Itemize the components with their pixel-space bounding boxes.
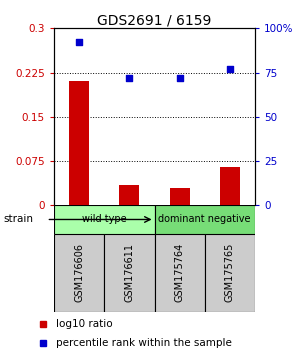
Point xyxy=(127,75,132,81)
Text: log10 ratio: log10 ratio xyxy=(56,319,113,329)
Bar xyxy=(54,234,104,312)
Bar xyxy=(220,167,240,205)
Text: GSM176606: GSM176606 xyxy=(74,243,84,302)
Bar xyxy=(169,188,190,205)
Point xyxy=(177,75,182,81)
Text: GSM175765: GSM175765 xyxy=(225,243,235,302)
Bar xyxy=(154,234,205,312)
Bar xyxy=(205,234,255,312)
Text: dominant negative: dominant negative xyxy=(158,215,251,224)
Title: GDS2691 / 6159: GDS2691 / 6159 xyxy=(97,13,212,27)
Point xyxy=(227,66,232,72)
Text: wild type: wild type xyxy=(82,215,127,224)
Text: strain: strain xyxy=(3,215,33,224)
Text: GSM175764: GSM175764 xyxy=(175,243,184,302)
Text: GSM176611: GSM176611 xyxy=(124,243,134,302)
Text: percentile rank within the sample: percentile rank within the sample xyxy=(56,338,232,348)
Bar xyxy=(154,205,255,234)
Bar xyxy=(54,205,154,234)
Bar xyxy=(104,234,154,312)
Point xyxy=(77,40,82,45)
Bar xyxy=(69,81,89,205)
Bar xyxy=(119,185,140,205)
